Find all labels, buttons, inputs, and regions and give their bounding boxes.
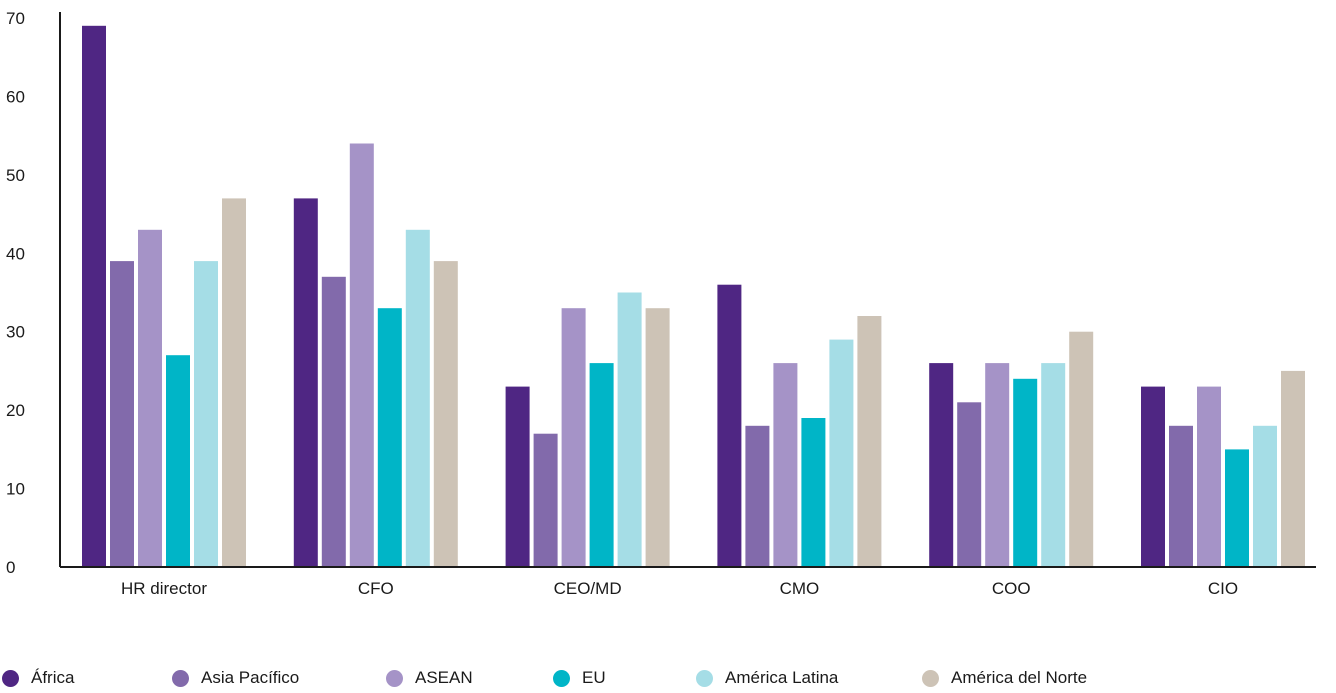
bar (1253, 426, 1277, 567)
bar (745, 426, 769, 567)
bar (1281, 371, 1305, 567)
bar (929, 363, 953, 567)
bar (506, 387, 530, 567)
legend-item: África (2, 668, 74, 688)
bar (1013, 379, 1037, 567)
bar (222, 198, 246, 567)
bar (1169, 426, 1193, 567)
x-tick-label: HR director (121, 579, 207, 598)
bar (378, 308, 402, 567)
y-tick-label: 60 (6, 87, 25, 106)
bar (1041, 363, 1065, 567)
bar (1141, 387, 1165, 567)
legend-item: América Latina (696, 668, 838, 688)
bar (646, 308, 670, 567)
x-tick-label: COO (992, 579, 1031, 598)
bar-chart: 0 10 20 30 40 50 60 70 HR director CFO CEO/MD CMO C… (0, 0, 1336, 660)
y-tick-label: 40 (6, 244, 25, 263)
legend-label: América del Norte (951, 668, 1087, 688)
legend-swatch (386, 670, 403, 687)
legend-swatch (172, 670, 189, 687)
bar (350, 144, 374, 568)
legend-label: ASEAN (415, 668, 473, 688)
bar (717, 285, 741, 567)
y-tick-label: 50 (6, 166, 25, 185)
y-tick-label: 0 (6, 558, 15, 577)
bar (773, 363, 797, 567)
y-tick-label: 30 (6, 323, 25, 342)
bar (1069, 332, 1093, 567)
legend-label: Asia Pacífico (201, 668, 299, 688)
legend-swatch (553, 670, 570, 687)
legend-item: América del Norte (922, 668, 1087, 688)
legend-item: EU (553, 668, 606, 688)
legend: África Asia Pacífico ASEAN EU América Latina… (0, 668, 1336, 690)
bar (138, 230, 162, 567)
bar (166, 355, 190, 567)
bar (294, 198, 318, 567)
legend-label: EU (582, 668, 606, 688)
x-tick-label: CEO/MD (554, 579, 622, 598)
bar (1197, 387, 1221, 567)
y-axis-ticks: 0 10 20 30 40 50 60 70 (6, 9, 25, 577)
x-tick-label: CMO (780, 579, 820, 598)
bar (985, 363, 1009, 567)
x-tick-label: CIO (1208, 579, 1238, 598)
y-tick-label: 10 (6, 480, 25, 499)
bar (194, 261, 218, 567)
legend-label: África (31, 668, 74, 688)
bars (82, 26, 1305, 567)
bar (562, 308, 586, 567)
bar (406, 230, 430, 567)
bar (857, 316, 881, 567)
bar (590, 363, 614, 567)
y-tick-label: 20 (6, 401, 25, 420)
legend-item: Asia Pacífico (172, 668, 299, 688)
legend-swatch (2, 670, 19, 687)
bar (618, 293, 642, 568)
legend-label: América Latina (725, 668, 838, 688)
bar (82, 26, 106, 567)
bar (957, 402, 981, 567)
x-tick-label: CFO (358, 579, 394, 598)
y-tick-label: 70 (6, 9, 25, 28)
legend-item: ASEAN (386, 668, 473, 688)
bar (1225, 449, 1249, 567)
bar (534, 434, 558, 567)
x-axis-labels: HR director CFO CEO/MD CMO COO CIO (121, 579, 1238, 598)
bar (434, 261, 458, 567)
bar (801, 418, 825, 567)
bar (829, 340, 853, 567)
bar (110, 261, 134, 567)
legend-swatch (696, 670, 713, 687)
bar (322, 277, 346, 567)
legend-swatch (922, 670, 939, 687)
